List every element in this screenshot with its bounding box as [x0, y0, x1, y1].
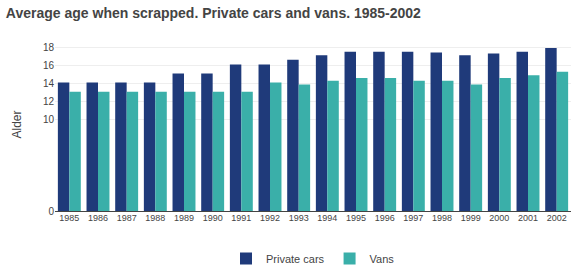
svg-text:1989: 1989: [174, 213, 194, 223]
svg-text:16: 16: [43, 60, 55, 71]
svg-text:1993: 1993: [289, 213, 309, 223]
svg-text:1994: 1994: [317, 213, 337, 223]
svg-text:Private cars: Private cars: [266, 253, 325, 265]
svg-text:1990: 1990: [203, 213, 223, 223]
svg-text:0: 0: [48, 206, 54, 217]
svg-text:1992: 1992: [260, 213, 280, 223]
svg-text:1988: 1988: [145, 213, 165, 223]
svg-text:1991: 1991: [231, 213, 251, 223]
svg-text:2002: 2002: [547, 213, 567, 223]
svg-text:1996: 1996: [375, 213, 395, 223]
svg-text:14: 14: [43, 78, 55, 89]
svg-text:Average age when scrapped. Pri: Average age when scrapped. Private cars …: [6, 5, 421, 21]
svg-text:10: 10: [43, 114, 55, 125]
svg-text:1997: 1997: [403, 213, 423, 223]
svg-text:12: 12: [43, 96, 55, 107]
svg-text:1985: 1985: [59, 213, 79, 223]
svg-text:18: 18: [43, 42, 55, 53]
svg-text:Vans: Vans: [370, 253, 395, 265]
svg-text:2001: 2001: [518, 213, 538, 223]
svg-text:1999: 1999: [461, 213, 481, 223]
svg-text:1987: 1987: [117, 213, 137, 223]
svg-text:2000: 2000: [489, 213, 509, 223]
svg-text:1998: 1998: [432, 213, 452, 223]
svg-text:Alder: Alder: [10, 110, 24, 138]
svg-text:1995: 1995: [346, 213, 366, 223]
svg-text:1986: 1986: [88, 213, 108, 223]
